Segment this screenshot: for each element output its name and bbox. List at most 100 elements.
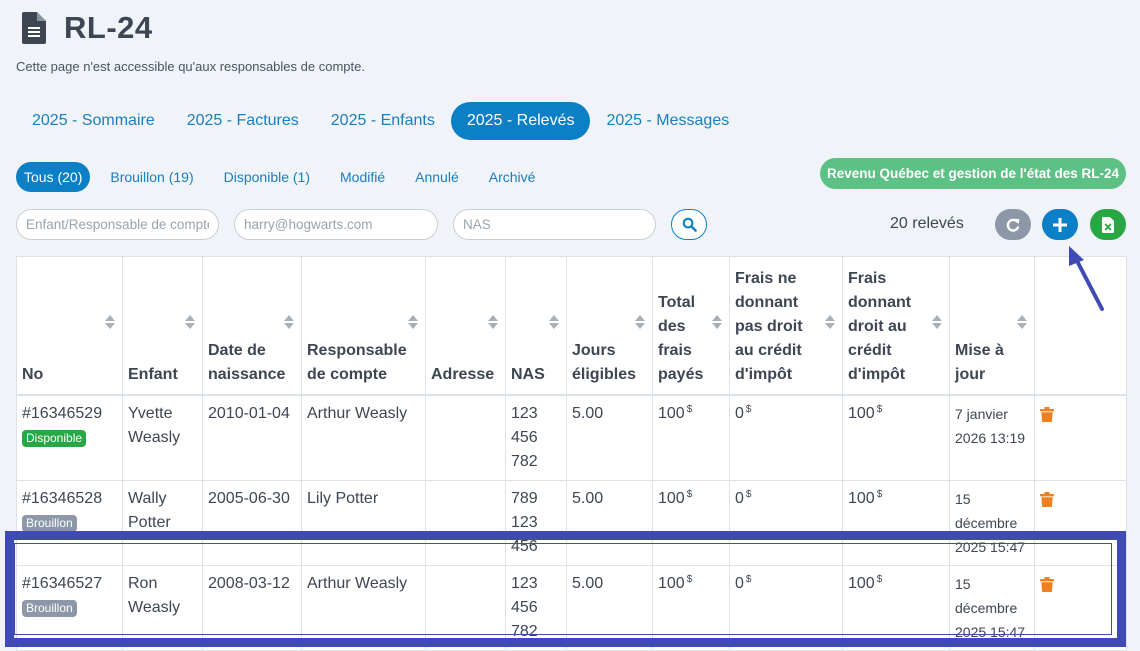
- cell-naissance: 2005-06-30: [202, 480, 302, 566]
- cell-jours: 5.00: [566, 480, 653, 566]
- column-header-total-frais[interactable]: Total des frais payés: [652, 256, 730, 396]
- excel-icon: [1102, 216, 1114, 233]
- column-header-actions: [1034, 256, 1127, 396]
- cell-mise-a-jour: 15 décembre 2025 15:47: [949, 480, 1035, 566]
- cell-credit: 100 $: [842, 480, 950, 566]
- cell-actions: [1034, 565, 1127, 651]
- tab-sommaire[interactable]: 2025 - Sommaire: [32, 112, 155, 129]
- trash-icon[interactable]: [1040, 577, 1054, 592]
- column-header-date-naissance[interactable]: Date de naissance: [202, 256, 302, 396]
- cell-mise-a-jour: 15 décembre 2025 15:47: [949, 565, 1035, 651]
- column-header-frais-credit[interactable]: Frais donnant droit au crédit d'impôt: [842, 256, 950, 396]
- table-header-row: No Enfant Date de naissance Responsable …: [16, 256, 1127, 396]
- page-subtitle: Cette page n'est accessible qu'aux respo…: [16, 59, 365, 74]
- column-header-mise-a-jour[interactable]: Mise à jour: [949, 256, 1035, 396]
- tab-enfants[interactable]: 2025 - Enfants: [330, 112, 435, 129]
- cell-non-credit: 0 $: [729, 565, 843, 651]
- cell-non-credit: 0 $: [729, 480, 843, 566]
- sort-icon: [408, 315, 418, 329]
- cell-no: #16346527 Brouillon: [16, 565, 123, 651]
- column-header-no[interactable]: No: [16, 256, 123, 396]
- cell-total: 100 $: [652, 565, 730, 651]
- releves-table: No Enfant Date de naissance Responsable …: [16, 256, 1127, 651]
- cell-responsable: Arthur Weasly: [301, 394, 426, 481]
- revenu-quebec-button[interactable]: Revenu Québec et gestion de l'état des R…: [820, 158, 1126, 189]
- status-tab-disponible[interactable]: Disponible (1): [223, 169, 310, 185]
- nas-search-input[interactable]: [453, 209, 656, 240]
- document-icon: [22, 12, 46, 44]
- cell-enfant: Yvette Weasly: [122, 394, 203, 481]
- sort-icon: [185, 315, 195, 329]
- cell-credit: 100 $: [842, 565, 950, 651]
- trash-icon[interactable]: [1040, 492, 1054, 507]
- cell-responsable: Lily Potter: [301, 480, 426, 566]
- cell-nas: 789 123 456: [505, 480, 567, 566]
- cell-enfant: Wally Potter: [122, 480, 203, 566]
- sort-icon: [549, 315, 559, 329]
- sort-icon: [635, 315, 645, 329]
- cell-nas: 123 456 782: [505, 565, 567, 651]
- tab-releves[interactable]: 2025 - Relevés: [450, 102, 591, 140]
- cell-nas: 123 456 782: [505, 394, 567, 481]
- column-header-enfant[interactable]: Enfant: [122, 256, 203, 396]
- status-tab-tous[interactable]: Tous (20): [16, 162, 91, 192]
- sort-icon: [932, 315, 942, 329]
- status-badge: Brouillon: [22, 515, 77, 532]
- sort-icon: [488, 315, 498, 329]
- status-tab-annule[interactable]: Annulé: [415, 169, 459, 185]
- sort-icon: [284, 315, 294, 329]
- email-search-input[interactable]: [234, 209, 438, 240]
- refresh-icon: [1006, 218, 1020, 232]
- tab-messages[interactable]: 2025 - Messages: [606, 112, 730, 129]
- cell-jours: 5.00: [566, 394, 653, 481]
- status-filter-tabs: Tous (20) Brouillon (19) Disponible (1) …: [16, 162, 557, 192]
- cell-no: #16346528 Brouillon: [16, 480, 123, 566]
- table-row[interactable]: #16346529 Disponible Yvette Weasly 2010-0…: [16, 394, 1127, 481]
- column-header-frais-non-credit[interactable]: Frais ne donnant pas droit au crédit d'i…: [729, 256, 843, 396]
- sort-icon: [712, 315, 722, 329]
- cell-total: 100 $: [652, 480, 730, 566]
- cell-naissance: 2010-01-04: [202, 394, 302, 481]
- page-title: RL-24: [64, 10, 153, 45]
- sort-icon: [105, 315, 115, 329]
- column-header-responsable[interactable]: Responsable de compte: [301, 256, 426, 396]
- cell-actions: [1034, 480, 1127, 566]
- status-tab-archive[interactable]: Archivé: [488, 169, 536, 185]
- cell-mise-a-jour: 7 janvier 2026 13:19: [949, 394, 1035, 481]
- search-icon: [682, 217, 697, 232]
- page-header: RL-24: [22, 8, 153, 48]
- trash-icon[interactable]: [1040, 407, 1054, 422]
- cell-adresse: [425, 480, 506, 566]
- refresh-button[interactable]: [995, 209, 1031, 240]
- cell-non-credit: 0 $: [729, 394, 843, 481]
- cell-no: #16346529 Disponible: [16, 394, 123, 481]
- cell-credit: 100 $: [842, 394, 950, 481]
- cell-adresse: [425, 565, 506, 651]
- column-header-nas[interactable]: NAS: [505, 256, 567, 396]
- plus-icon: [1053, 217, 1067, 232]
- status-tab-modifie[interactable]: Modifié: [340, 169, 386, 185]
- sort-icon: [1017, 315, 1027, 329]
- cell-adresse: [425, 394, 506, 481]
- cell-jours: 5.00: [566, 565, 653, 651]
- table-row[interactable]: #16346528 Brouillon Wally Potter 2005-06-…: [16, 480, 1127, 566]
- sort-icon: [825, 315, 835, 329]
- status-badge: Brouillon: [22, 600, 77, 617]
- add-button[interactable]: [1042, 209, 1078, 240]
- status-badge: Disponible: [22, 430, 87, 447]
- column-header-adresse[interactable]: Adresse: [425, 256, 506, 396]
- year-tabs: 2025 - Sommaire 2025 - Factures 2025 - E…: [16, 102, 745, 140]
- cell-enfant: Ron Weasly: [122, 565, 203, 651]
- table-row[interactable]: #16346527 Brouillon Ron Weasly 2008-03-12…: [16, 565, 1127, 651]
- search-button[interactable]: [671, 209, 707, 240]
- tab-factures[interactable]: 2025 - Factures: [186, 112, 299, 129]
- cell-responsable: Arthur Weasly: [301, 565, 426, 651]
- records-count: 20 relevés: [890, 215, 964, 232]
- child-search-input[interactable]: [16, 209, 219, 240]
- status-tab-brouillon[interactable]: Brouillon (19): [110, 169, 194, 185]
- cell-total: 100 $: [652, 394, 730, 481]
- cell-naissance: 2008-03-12: [202, 565, 302, 651]
- export-excel-button[interactable]: [1090, 209, 1126, 240]
- column-header-jours[interactable]: Jours éligibles: [566, 256, 653, 396]
- cell-actions: [1034, 394, 1127, 481]
